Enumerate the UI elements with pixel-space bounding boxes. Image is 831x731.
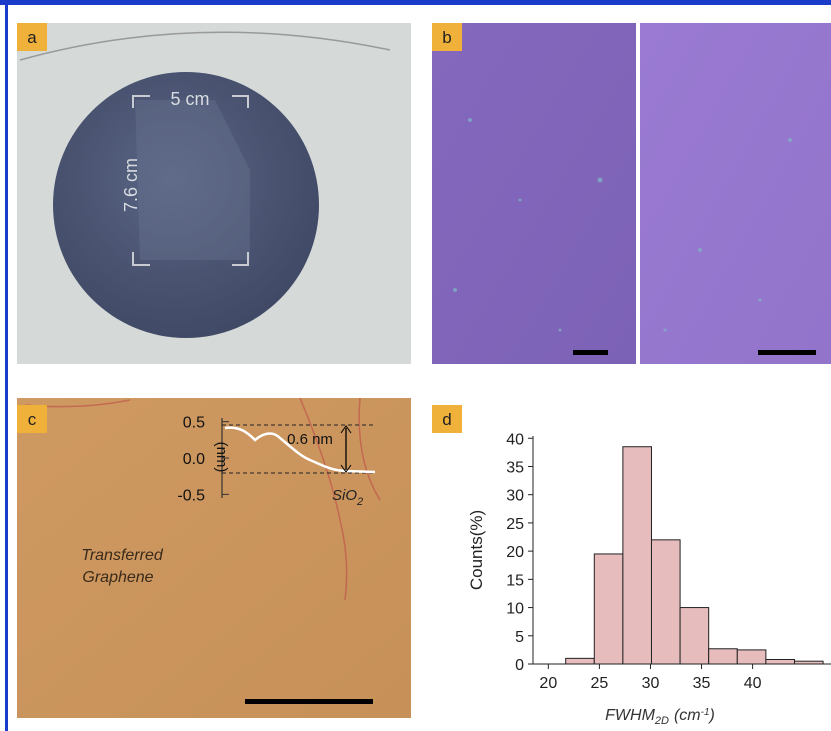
bar	[680, 608, 709, 664]
y-tick-label: 5	[515, 629, 524, 646]
step-label: 0.6 nm	[287, 431, 333, 448]
panel-a	[17, 23, 411, 364]
panel-label: d	[442, 410, 451, 429]
x-axis-title-part: (cm	[674, 707, 701, 724]
y-tick-label: 30	[506, 488, 524, 505]
micrograph-right	[640, 23, 831, 364]
micrograph-left	[432, 23, 636, 364]
y-tick-label: 15	[506, 572, 524, 589]
frame-left	[5, 0, 8, 731]
panel-label: c	[28, 410, 37, 429]
substrate-sub: 2	[356, 496, 363, 508]
y-tick-label: 25	[506, 516, 524, 533]
inset-tick-label: 0.0	[183, 451, 205, 468]
height-label: 7.6 cm	[121, 158, 141, 212]
page: {"panels": { "a": {"label": "a", "width_…	[0, 0, 831, 731]
x-axis-title: FWHM2D (cm-1)	[605, 707, 715, 727]
x-axis-title-part: )	[708, 707, 715, 724]
histogram: 0 5 10 15 20 25 30 35 40 20 25 30 35 40 Counts(%) FWHM2…	[467, 431, 831, 727]
panel-label: b	[442, 28, 451, 47]
y-tick-label: 0	[515, 657, 524, 674]
figure: 5 cm 7.6 cm a b Transferred Graphene 0.6 …	[0, 0, 831, 731]
x-axis-title-part: 2D	[654, 715, 669, 727]
y-axis-title: Counts(%)	[467, 510, 486, 590]
x-tick-label: 30	[642, 675, 660, 692]
bar	[709, 649, 738, 664]
bar	[766, 659, 795, 664]
substrate-text: SiO	[332, 487, 357, 504]
bar	[566, 658, 595, 664]
x-tick-label: 20	[539, 675, 557, 692]
frame-top	[0, 0, 831, 5]
x-axis-title-part: FWHM	[605, 707, 655, 724]
scale-bar	[573, 350, 608, 355]
bar	[651, 540, 680, 664]
width-label: 5 cm	[170, 89, 209, 109]
scale-bar	[245, 699, 373, 704]
inset-tick-label: -0.5	[177, 487, 205, 504]
bar	[737, 650, 766, 664]
caption-line: Transferred	[81, 547, 164, 564]
inset-tick-label: 0.5	[183, 415, 205, 432]
caption-line: Graphene	[82, 569, 153, 586]
x-tick-label: 40	[744, 675, 762, 692]
x-tick-label: 25	[590, 675, 608, 692]
y-tick-label: 10	[506, 601, 524, 618]
inset-y-label: (nm)	[213, 442, 230, 473]
scale-bar	[758, 350, 816, 355]
panel-label: a	[27, 28, 37, 47]
y-tick-label: 35	[506, 459, 524, 476]
y-tick-label: 20	[506, 544, 524, 561]
x-axis-title-part: -1	[701, 707, 710, 718]
bar	[623, 447, 652, 664]
y-tick-label: 40	[506, 431, 524, 448]
x-tick-label: 35	[693, 675, 711, 692]
bar	[594, 554, 623, 664]
